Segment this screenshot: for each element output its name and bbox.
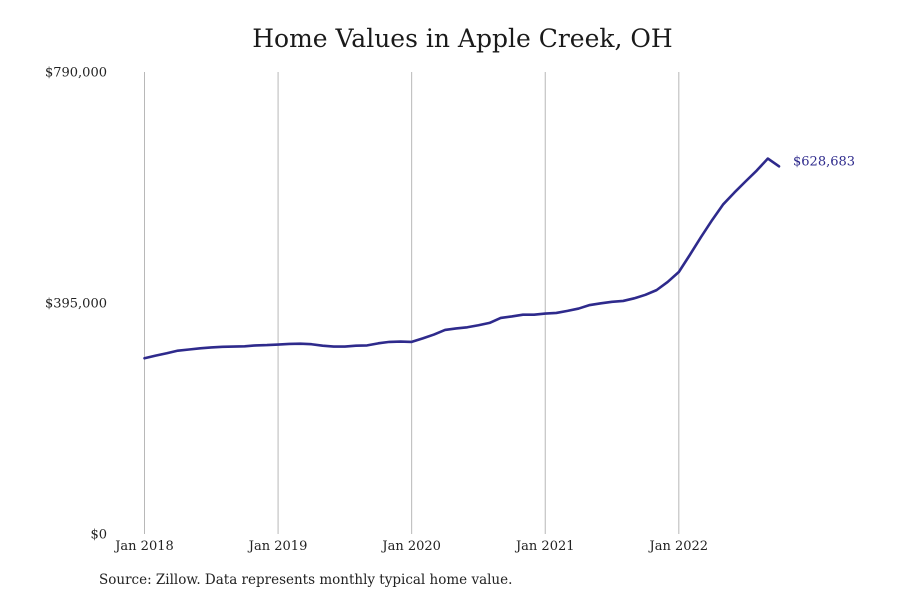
x-tick-label: Jan 2020 bbox=[380, 539, 441, 554]
data-labels: $628,683 bbox=[793, 154, 855, 169]
x-tick-label: Jan 2019 bbox=[247, 539, 308, 554]
series-layer bbox=[143, 157, 781, 360]
x-tick-label: Jan 2022 bbox=[648, 539, 709, 554]
y-tick-label: $0 bbox=[90, 528, 107, 543]
y-tick-label: $395,000 bbox=[45, 297, 107, 312]
end-value-label: $628,683 bbox=[793, 154, 855, 169]
series-line bbox=[143, 157, 781, 360]
y-tick-label: $790,000 bbox=[45, 66, 107, 81]
x-tick-label: Jan 2021 bbox=[514, 539, 575, 554]
source-note: Source: Zillow. Data represents monthly … bbox=[99, 572, 513, 588]
x-axis-tick-labels: Jan 2018 Jan 2019 Jan 2020 Jan 2021 Jan 2022 bbox=[113, 539, 708, 554]
chart-title: Home Values in Apple Creek, OH bbox=[252, 24, 673, 53]
y-axis-tick-labels: $0 $395,000 $790,000 bbox=[45, 66, 107, 543]
x-tick-label: Jan 2018 bbox=[113, 539, 174, 554]
gridlines bbox=[144, 72, 680, 534]
